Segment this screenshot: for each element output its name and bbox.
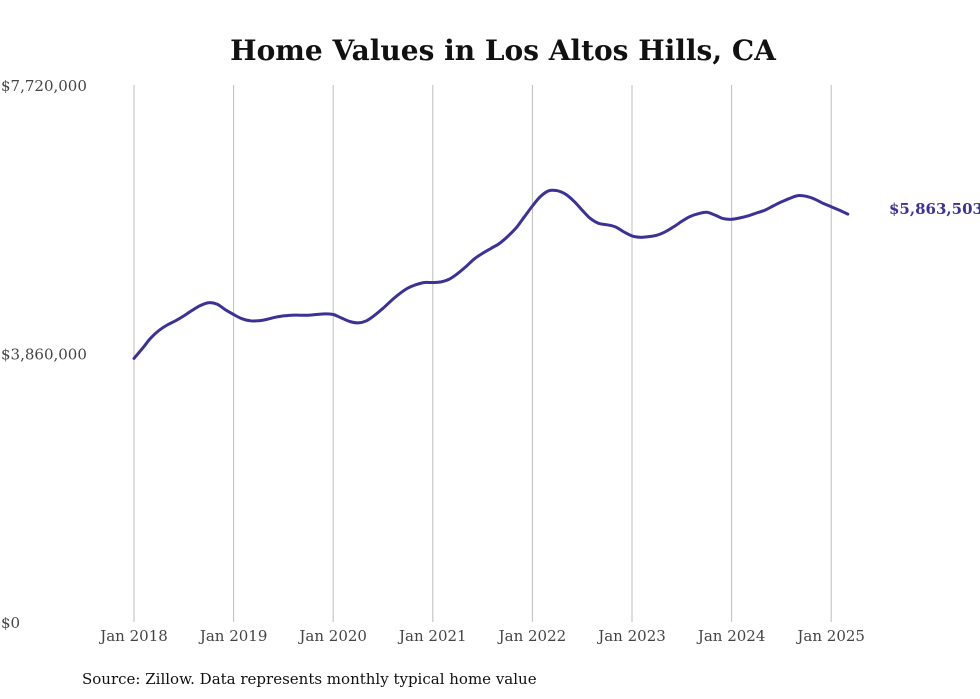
y-axis-tick-labels: $0 $3,860,000 $7,720,000 xyxy=(1,77,87,632)
series-layer xyxy=(132,188,850,360)
y-tick-label: $3,860,000 xyxy=(1,346,87,364)
x-tick-label: Jan 2018 xyxy=(98,627,168,645)
x-tick-label: Jan 2025 xyxy=(795,627,865,645)
y-tick-label: $0 xyxy=(1,614,20,632)
x-tick-label: Jan 2023 xyxy=(596,627,666,645)
series-line xyxy=(132,188,850,360)
y-tick-label: $7,720,000 xyxy=(1,77,87,95)
chart-title: Home Values in Los Altos Hills, CA xyxy=(230,34,777,67)
x-tick-label: Jan 2020 xyxy=(297,627,367,645)
gridlines xyxy=(133,85,832,622)
x-tick-label: Jan 2021 xyxy=(397,627,467,645)
x-axis-tick-labels: Jan 2018 Jan 2019 Jan 2020 Jan 2021 Jan 2022… xyxy=(98,627,865,645)
x-tick-label: Jan 2022 xyxy=(497,627,567,645)
x-tick-label: Jan 2024 xyxy=(696,627,766,645)
x-tick-label: Jan 2019 xyxy=(198,627,268,645)
source-note: Source: Zillow. Data represents monthly … xyxy=(82,670,537,688)
end-value-label: $5,863,503 xyxy=(889,200,980,218)
